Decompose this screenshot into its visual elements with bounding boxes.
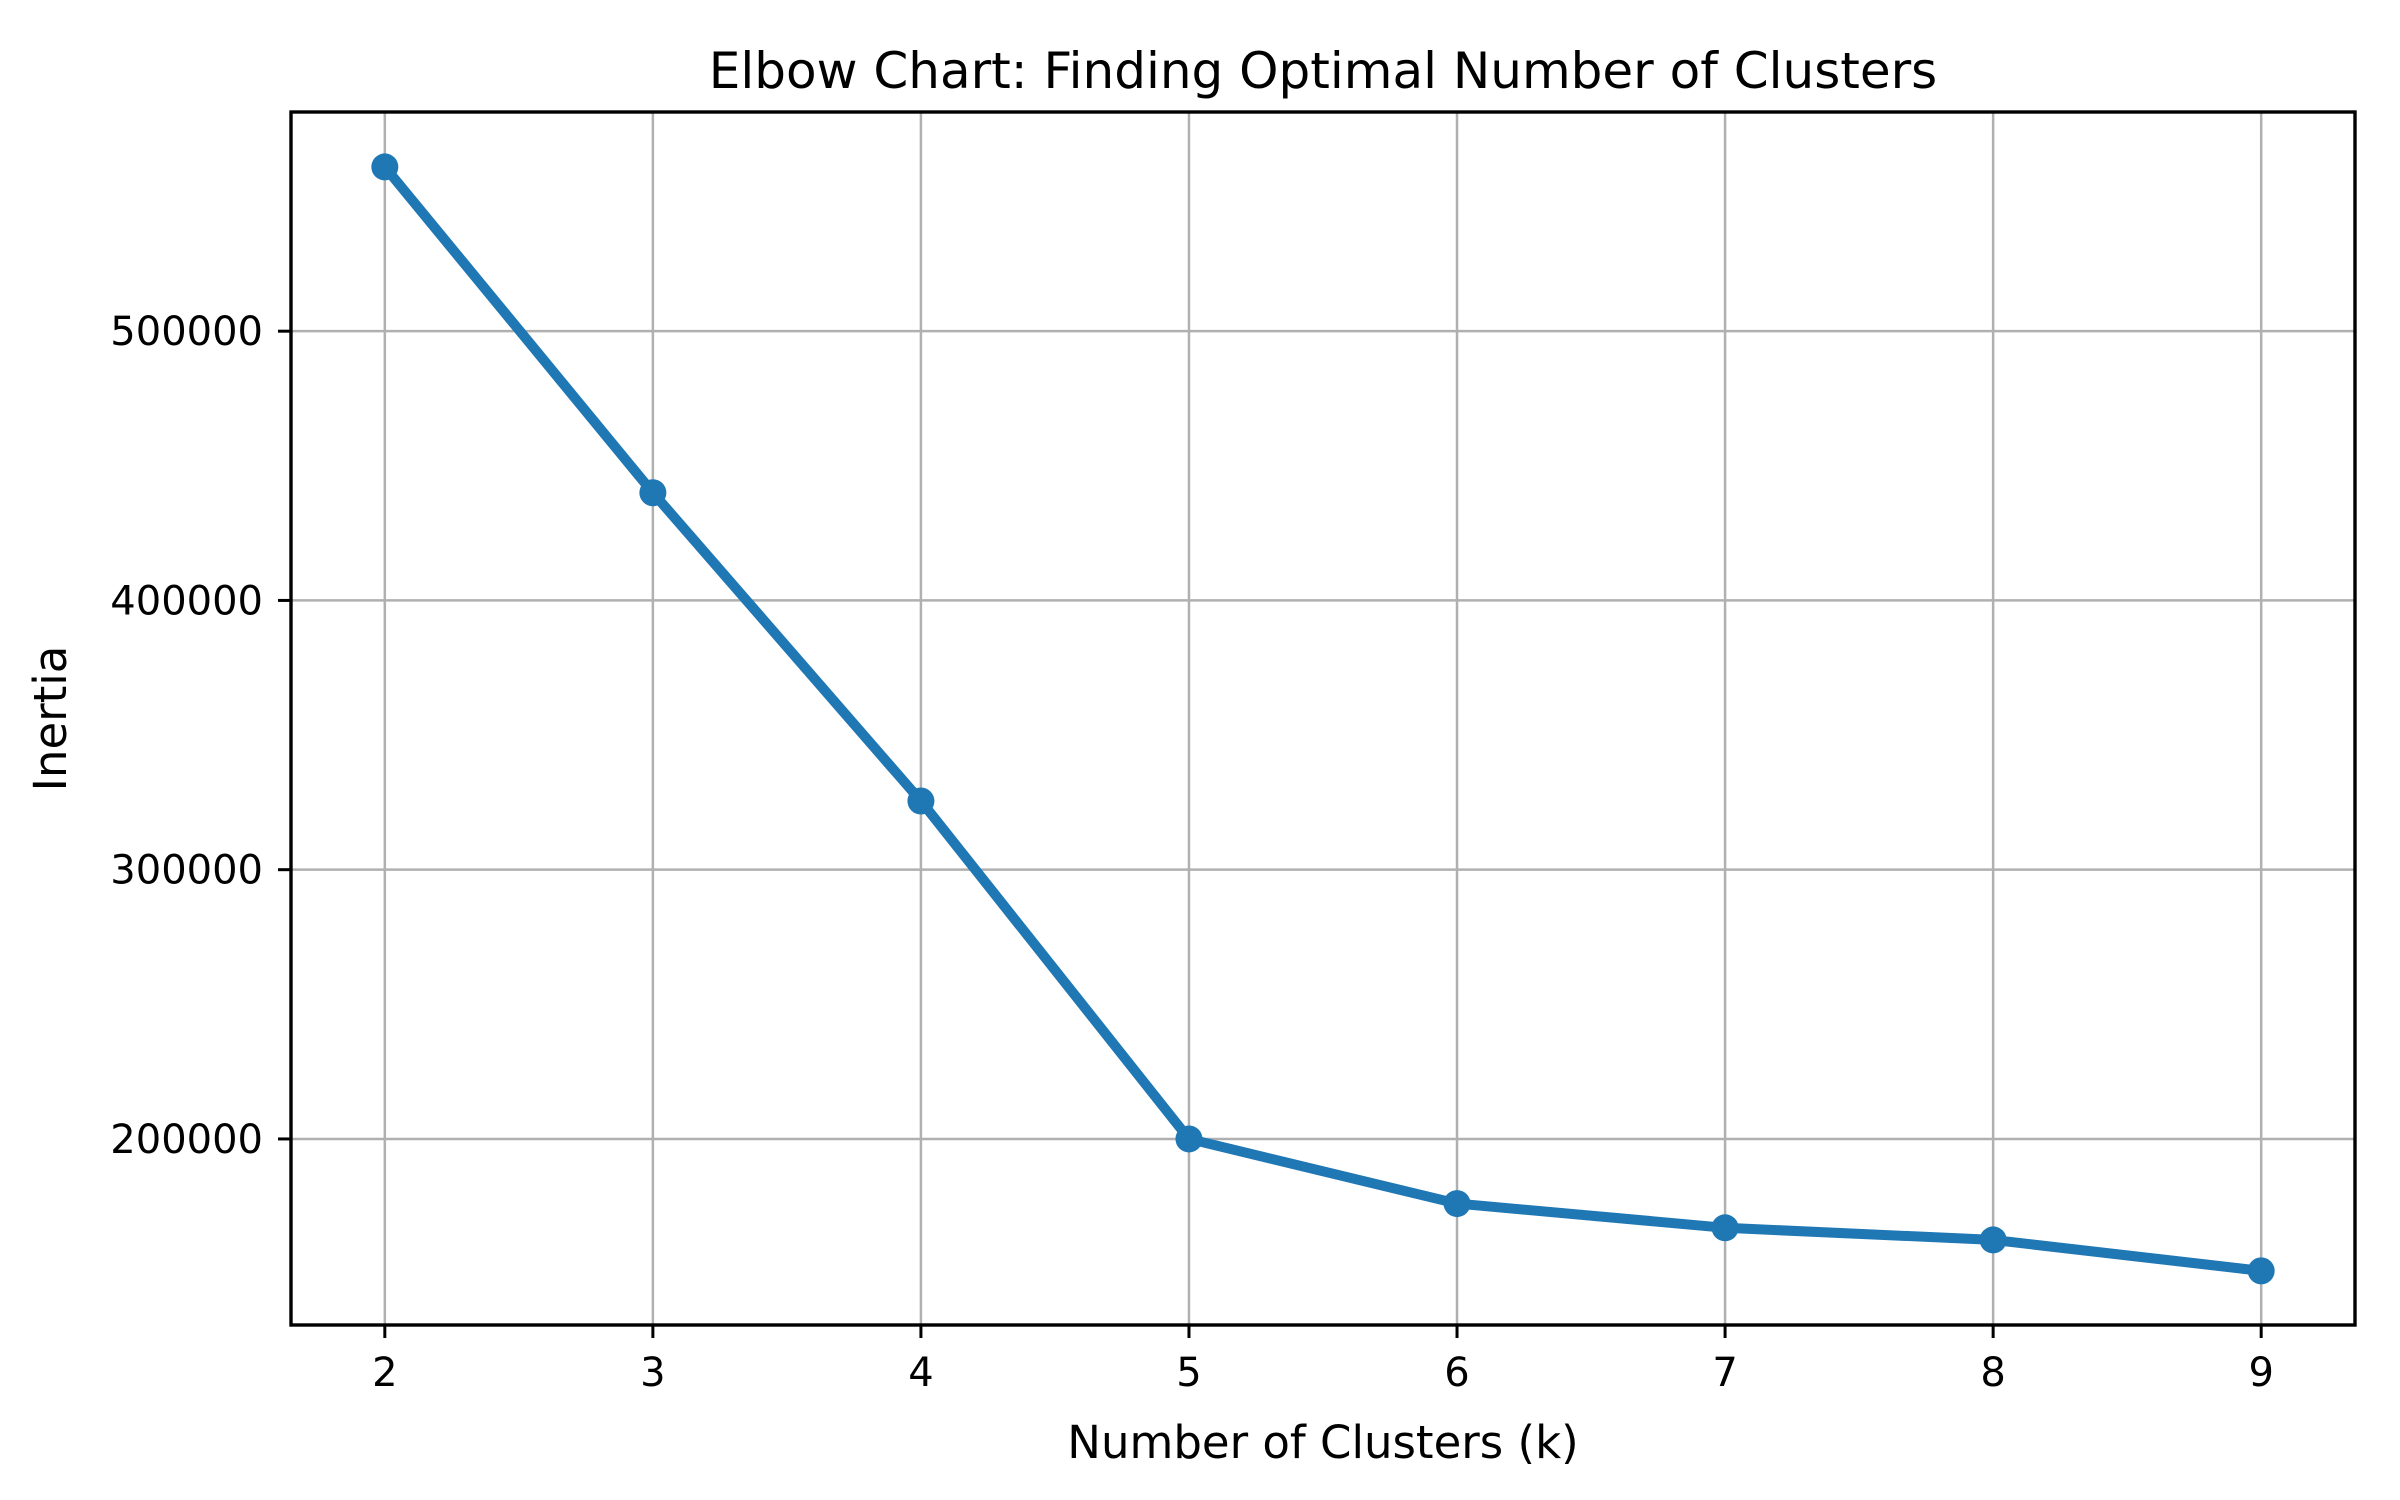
- data-point-marker: [371, 153, 399, 181]
- x-tick-label: 2: [372, 1350, 397, 1396]
- data-point-marker: [1443, 1190, 1471, 1218]
- x-tick-label: 7: [1712, 1350, 1737, 1396]
- data-point-marker: [907, 787, 935, 815]
- data-point-marker: [1175, 1125, 1203, 1153]
- series-line: [379, 161, 2267, 1276]
- y-tick-label: 300000: [110, 848, 263, 894]
- y-axis-label: Inertia: [24, 646, 77, 792]
- y-tick-label: 500000: [110, 309, 263, 355]
- y-tick-label: 400000: [110, 578, 263, 624]
- x-tick-label: 9: [2248, 1350, 2273, 1396]
- series-layer: [371, 153, 2275, 1285]
- plot-border: [289, 110, 2357, 1327]
- x-tick-label: 4: [908, 1350, 933, 1396]
- x-tick-label: 8: [1980, 1350, 2005, 1396]
- x-tick-label: 6: [1444, 1350, 1469, 1396]
- x-tick-label: 5: [1176, 1350, 1201, 1396]
- data-point-marker: [639, 479, 667, 507]
- axis-layer: [278, 110, 2357, 1338]
- text-layer: Elbow Chart: Finding Optimal Number of C…: [24, 42, 2274, 1469]
- x-axis-label: Number of Clusters (k): [1067, 1416, 1578, 1469]
- chart-title: Elbow Chart: Finding Optimal Number of C…: [709, 42, 1937, 100]
- grid-layer: [291, 112, 2355, 1325]
- data-point-marker: [1711, 1214, 1739, 1242]
- x-tick-label: 3: [640, 1350, 665, 1396]
- data-point-marker: [2247, 1257, 2275, 1285]
- data-point-marker: [1979, 1226, 2007, 1254]
- y-tick-label: 200000: [110, 1117, 263, 1163]
